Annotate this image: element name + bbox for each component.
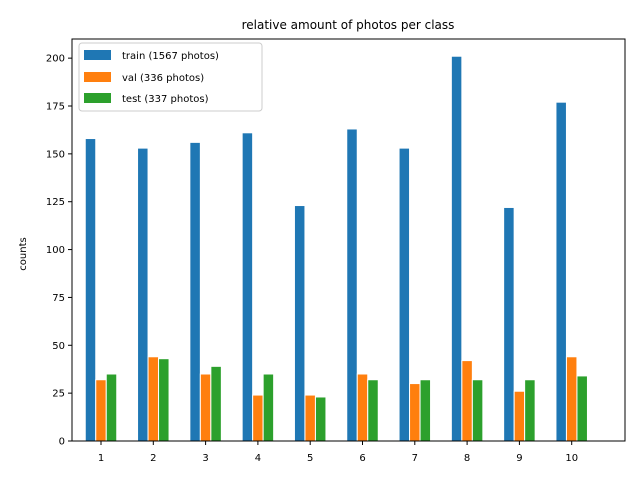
plot-frame <box>71 38 626 442</box>
legend-box <box>78 42 263 112</box>
bar-series-2-category-5 <box>304 394 316 442</box>
x-tick-label: 4 <box>255 453 261 464</box>
y-tick-label: 150 <box>46 149 65 160</box>
bar-series-2-category-3 <box>199 373 212 442</box>
bar-series-1-category-7 <box>398 147 411 442</box>
bar-series-1-category-4 <box>241 132 254 442</box>
y-tick-label: 200 <box>46 54 65 65</box>
bars-group <box>84 55 588 442</box>
bar-series-3-category-2 <box>158 358 170 442</box>
x-tick-label: 7 <box>412 453 418 464</box>
bar-series-1-category-5 <box>293 205 306 442</box>
bar-series-2-category-10 <box>565 356 578 442</box>
y-tick-label: 0 <box>59 437 65 448</box>
bar-series-1-category-8 <box>450 55 463 442</box>
bar-series-3-category-3 <box>210 365 222 442</box>
bar-series-3-category-5 <box>314 396 327 442</box>
bar-series-3-category-9 <box>524 379 536 442</box>
bar-series-3-category-8 <box>471 379 484 442</box>
bar-series-2-category-9 <box>513 390 526 442</box>
bar-series-3-category-6 <box>367 379 379 442</box>
legend-label-val: val (336 photos) <box>122 73 204 84</box>
bar-series-3-category-4 <box>262 373 275 442</box>
bar-series-1-category-10 <box>555 101 567 442</box>
x-tick-label: 2 <box>150 453 156 464</box>
bar-series-2-category-7 <box>409 383 421 442</box>
bar-series-1-category-3 <box>189 141 201 442</box>
bar-series-2-category-8 <box>461 360 473 442</box>
legend-swatch-train <box>84 50 111 60</box>
x-tick-label: 6 <box>359 453 365 464</box>
x-tick-label: 5 <box>307 453 313 464</box>
x-tick-label: 8 <box>464 453 470 464</box>
legend-swatch-test <box>84 93 111 103</box>
bar-series-3-category-7 <box>419 379 432 442</box>
y-ticks-group: 0 25 50 75 100 125 150 175 200 <box>46 54 72 448</box>
y-axis-label: counts <box>18 237 29 270</box>
legend-label-train: train (1567 photos) <box>122 51 219 62</box>
bar-series-2-category-6 <box>356 373 369 442</box>
bar-series-3-category-1 <box>105 373 118 442</box>
legend-swatch-val <box>84 72 111 82</box>
x-tick-label: 1 <box>98 453 104 464</box>
bar-series-2-category-4 <box>252 394 264 442</box>
chart-title: relative amount of photos per class <box>242 18 455 32</box>
bar-series-1-category-1 <box>84 138 97 442</box>
bar-series-1-category-9 <box>503 206 515 442</box>
y-tick-label: 125 <box>46 197 65 208</box>
x-tick-label: 9 <box>516 453 522 464</box>
y-tick-label: 50 <box>52 341 65 352</box>
y-tick-label: 75 <box>52 293 65 304</box>
bar-series-1-category-6 <box>346 128 358 442</box>
y-tick-label: 100 <box>46 245 65 256</box>
bar-series-3-category-10 <box>576 375 588 442</box>
y-tick-label: 175 <box>46 102 65 113</box>
x-tick-label: 3 <box>202 453 208 464</box>
y-tick-label: 25 <box>52 389 65 400</box>
bar-series-1-category-2 <box>137 147 149 442</box>
legend: train (1567 photos) val (336 photos) tes… <box>78 42 263 112</box>
x-tick-label: 10 <box>565 453 578 464</box>
bar-series-2-category-1 <box>95 379 107 442</box>
legend-label-test: test (337 photos) <box>122 94 209 105</box>
bar-series-2-category-2 <box>147 356 160 442</box>
x-ticks-group: 1 2 3 4 5 6 7 8 9 10 <box>98 441 578 464</box>
